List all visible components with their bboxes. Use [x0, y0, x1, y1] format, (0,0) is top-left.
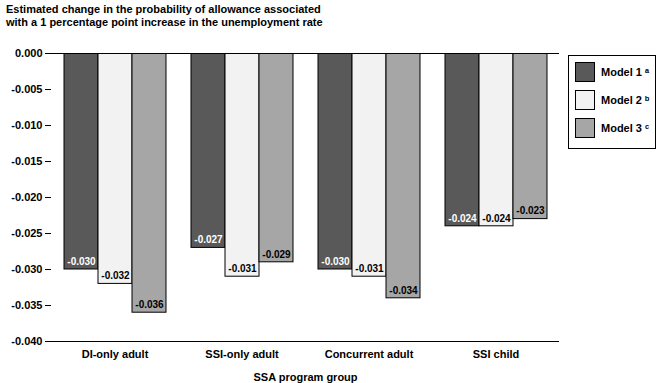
svg-text:-0.030: -0.030 — [321, 256, 350, 267]
svg-text:-0.030: -0.030 — [67, 256, 96, 267]
svg-text:-0.031: -0.031 — [355, 263, 384, 274]
svg-text:-0.029: -0.029 — [262, 249, 291, 260]
svg-text:-0.015: -0.015 — [11, 155, 42, 167]
html-text:Estimated change in the probab: Estimated change in the probability of a… — [6, 3, 323, 28]
svg-text:-0.025: -0.025 — [11, 227, 42, 239]
svg-text:-0.040: -0.040 — [11, 335, 42, 347]
svg-text:-0.024: -0.024 — [448, 213, 477, 224]
svg-text:-0.032: -0.032 — [101, 270, 130, 281]
html-text:Model 2 ᵇ: Model 2 ᵇ — [601, 94, 650, 106]
svg-text:Concurrent adult: Concurrent adult — [325, 348, 414, 360]
svg-text:-0.010: -0.010 — [11, 119, 42, 131]
svg-text:-0.024: -0.024 — [482, 213, 511, 224]
svg-text:-0.030: -0.030 — [11, 263, 42, 275]
svg-text:-0.034: -0.034 — [389, 285, 418, 296]
svg-text:-0.027: -0.027 — [194, 234, 223, 245]
svg-text:SSI child: SSI child — [473, 348, 519, 360]
svg-text:-0.023: -0.023 — [516, 205, 545, 216]
svg-text:-0.031: -0.031 — [228, 263, 257, 274]
svg-text:-0.035: -0.035 — [11, 299, 42, 311]
svg-text:-0.020: -0.020 — [11, 191, 42, 203]
html-text:Model 3 ᶜ: Model 3 ᶜ — [601, 122, 650, 134]
svg-text:0.000: 0.000 — [15, 47, 43, 59]
svg-text:SSI-only adult: SSI-only adult — [205, 348, 279, 360]
svg-text:-0.036: -0.036 — [135, 299, 164, 310]
svg-text:DI-only adult: DI-only adult — [82, 348, 149, 360]
html-text:Model 1 ᵃ: Model 1 ᵃ — [601, 66, 650, 78]
svg-text:-0.005: -0.005 — [11, 83, 42, 95]
svg-text:SSA program group: SSA program group — [253, 371, 357, 383]
